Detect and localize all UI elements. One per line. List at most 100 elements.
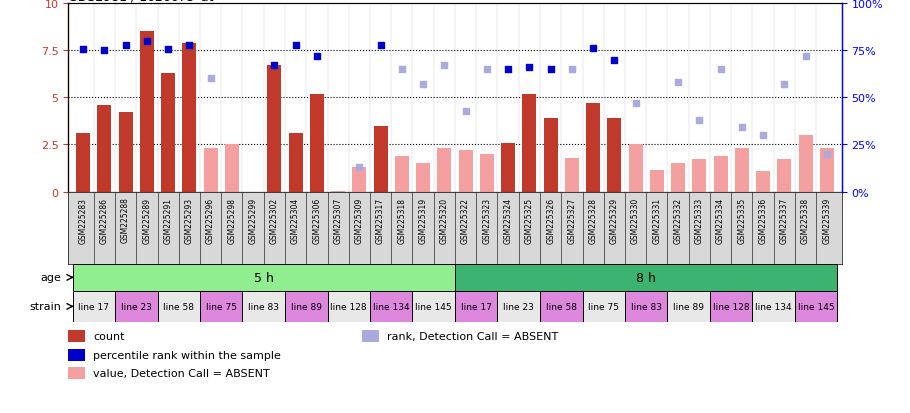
Point <box>671 80 685 86</box>
Bar <box>480 154 494 192</box>
Text: GSM225331: GSM225331 <box>652 197 662 243</box>
Text: line 75: line 75 <box>206 302 237 311</box>
Bar <box>68 330 86 342</box>
Bar <box>374 126 388 192</box>
Point <box>161 47 176 53</box>
Bar <box>225 145 238 192</box>
Text: count: count <box>93 331 125 341</box>
Bar <box>161 74 175 192</box>
Point <box>480 66 494 73</box>
Bar <box>288 134 302 192</box>
Bar <box>73 291 115 322</box>
Bar <box>753 291 795 322</box>
Bar <box>455 264 837 291</box>
Text: 8 h: 8 h <box>636 271 656 284</box>
Point <box>628 100 642 107</box>
Text: GSM225329: GSM225329 <box>610 197 619 243</box>
Text: line 23: line 23 <box>503 302 534 311</box>
Bar <box>412 291 455 322</box>
Point <box>734 125 749 131</box>
Point <box>501 66 515 73</box>
Point <box>756 133 771 139</box>
Text: 5 h: 5 h <box>254 271 274 284</box>
Text: GSM225289: GSM225289 <box>142 197 151 243</box>
Bar <box>204 149 217 192</box>
Text: GSM225286: GSM225286 <box>100 197 109 243</box>
Bar <box>328 291 370 322</box>
Point <box>777 82 792 88</box>
Bar <box>522 94 536 192</box>
Text: GSM225320: GSM225320 <box>440 197 449 243</box>
Bar <box>115 291 157 322</box>
Text: GSM225334: GSM225334 <box>716 197 725 243</box>
Bar <box>710 291 753 322</box>
Point <box>139 38 154 45</box>
Bar <box>370 291 412 322</box>
Bar <box>756 171 770 192</box>
Text: line 145: line 145 <box>416 302 452 311</box>
Text: GSM225318: GSM225318 <box>398 197 407 243</box>
Text: GSM225330: GSM225330 <box>632 197 640 243</box>
Text: percentile rank within the sample: percentile rank within the sample <box>93 350 281 360</box>
Text: GSM225324: GSM225324 <box>503 197 512 243</box>
Bar <box>459 151 472 192</box>
Point <box>352 164 367 171</box>
Point <box>586 46 601 52</box>
Text: GSM225307: GSM225307 <box>334 197 343 243</box>
Point <box>288 42 303 49</box>
Point <box>309 53 324 60</box>
Bar <box>118 113 133 192</box>
Text: GSM225336: GSM225336 <box>759 197 768 243</box>
Point <box>203 76 217 83</box>
Point <box>693 117 707 124</box>
Text: GSM225339: GSM225339 <box>823 197 832 243</box>
Text: line 17: line 17 <box>78 302 109 311</box>
Bar <box>455 291 498 322</box>
Bar <box>582 291 625 322</box>
Point <box>97 48 112 55</box>
Point <box>416 82 430 88</box>
Bar <box>362 330 379 342</box>
Point <box>268 63 282 69</box>
Bar <box>68 367 86 379</box>
Text: line 89: line 89 <box>673 302 704 311</box>
Bar <box>668 291 710 322</box>
Text: GSM225291: GSM225291 <box>164 197 173 243</box>
Bar <box>68 349 86 361</box>
Bar <box>565 158 579 192</box>
Point <box>564 66 579 73</box>
Bar <box>586 104 600 192</box>
Bar <box>416 164 430 192</box>
Point <box>182 42 197 49</box>
Bar <box>140 32 154 192</box>
Text: GSM225323: GSM225323 <box>482 197 491 243</box>
Bar <box>157 291 200 322</box>
Text: line 134: line 134 <box>373 302 410 311</box>
Text: GSM225325: GSM225325 <box>525 197 534 243</box>
Text: line 128: line 128 <box>713 302 750 311</box>
Text: GSM225337: GSM225337 <box>780 197 789 243</box>
Text: GSM225296: GSM225296 <box>207 197 215 243</box>
Point <box>373 42 388 49</box>
Bar <box>498 291 540 322</box>
Point <box>459 108 473 114</box>
Point <box>437 63 451 69</box>
Bar <box>629 145 642 192</box>
Point <box>798 53 813 60</box>
Text: line 23: line 23 <box>121 302 152 311</box>
Bar <box>608 119 622 192</box>
Bar <box>693 159 706 192</box>
Text: GSM225327: GSM225327 <box>567 197 576 243</box>
Bar <box>97 106 111 192</box>
Bar <box>713 157 727 192</box>
Text: GSM225326: GSM225326 <box>546 197 555 243</box>
Text: line 58: line 58 <box>163 302 194 311</box>
Text: line 128: line 128 <box>330 302 367 311</box>
Text: GSM225288: GSM225288 <box>121 197 130 243</box>
Bar <box>650 171 663 192</box>
Text: line 83: line 83 <box>631 302 662 311</box>
Bar <box>200 291 242 322</box>
Bar <box>543 119 558 192</box>
Point <box>522 65 537 71</box>
Bar <box>672 164 685 192</box>
